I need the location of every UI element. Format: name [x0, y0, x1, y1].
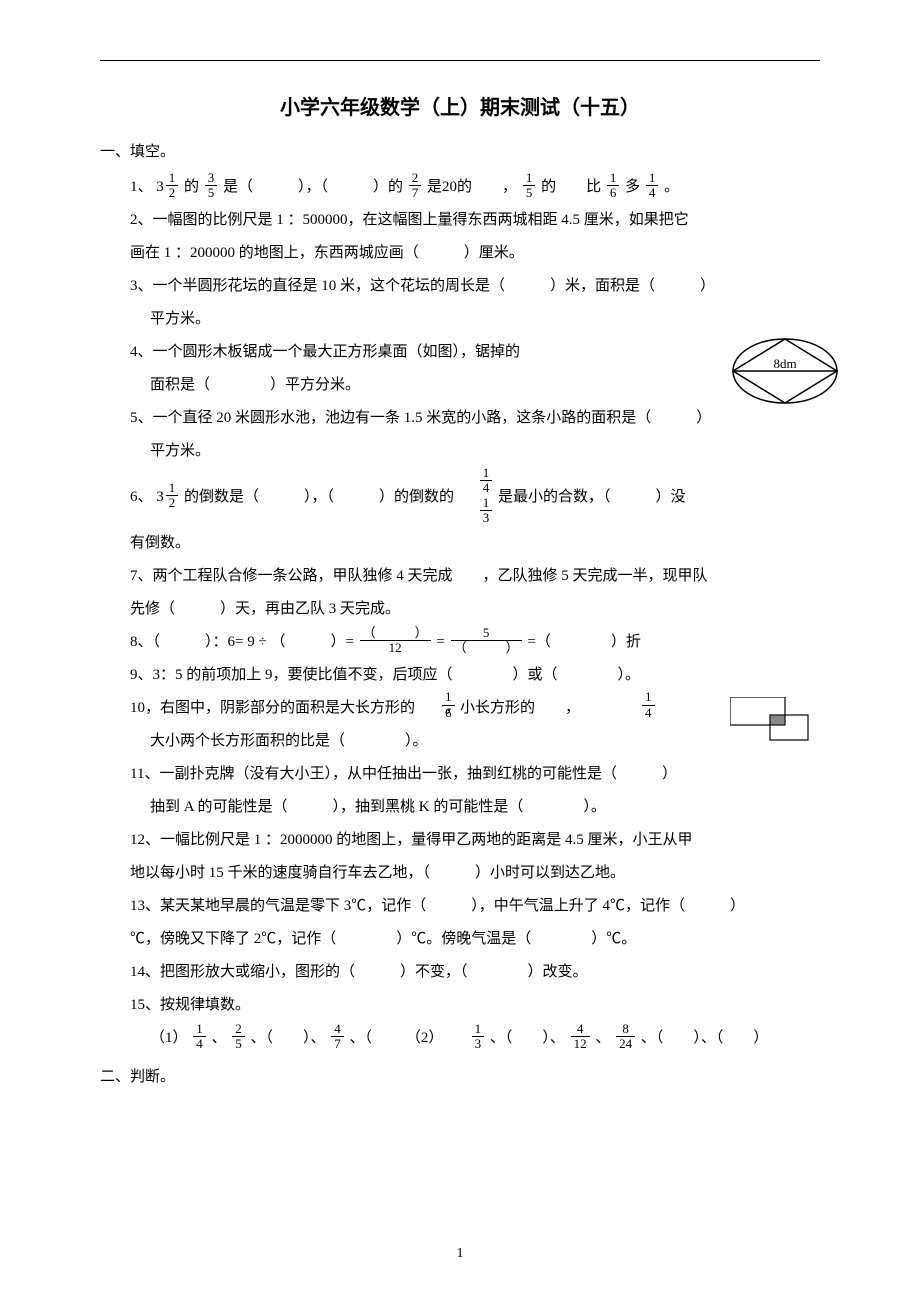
question-5-line2: 平方米。 — [150, 435, 820, 468]
question-3-line1: 3、一个半圆形花坛的直径是 10 米，这个花坛的周长是（ ）米，面积是（ ） — [130, 270, 820, 303]
q15-mid3: 、 — [595, 1030, 610, 1046]
frac-1-2: 12 — [166, 171, 179, 201]
question-12-line2: 地以每小时 15 千米的速度骑自行车去乙地，（ ）小时可以到达乙地。 — [130, 857, 820, 890]
q8-mid: = — [436, 634, 444, 650]
frac-1-2b: 12 — [166, 481, 179, 511]
q15-mid1a: 、 — [212, 1030, 227, 1046]
q1-p6: 。 — [664, 179, 679, 195]
frac-1-4c: 14 — [642, 690, 655, 720]
frac-8-24: 824 — [616, 1022, 635, 1052]
frac-2-5: 25 — [232, 1022, 245, 1052]
frac-1-6: 16 — [607, 171, 620, 201]
question-15-sub: （1） 14 、 25 、（ ）、 47 、（ （2） 13 、（ ）、 412… — [150, 1022, 820, 1055]
q1-mixed-3: 3 — [156, 171, 164, 204]
q15-blank1: 、（ ）、 — [251, 1030, 326, 1046]
q6-p2: 是最小的合数，（ ）没 — [498, 489, 686, 505]
page-title: 小学六年级数学（上）期末测试（十五） — [100, 91, 820, 120]
frac-3-5: 35 — [205, 171, 218, 201]
q1-p2: 是（ ），（ ）的 — [223, 179, 403, 195]
question-2-line1: 2、一幅图的比例尺是 1 ：500000，在这幅图上量得东西两城相距 4.5 厘… — [130, 204, 820, 237]
q8-tail: =（ ）折 — [527, 634, 640, 650]
q1-lead: 1、 — [130, 179, 153, 195]
q6-mixed-3: 3 — [156, 481, 164, 514]
question-9: 9、3：5 的前项加上 9，要使比值不变，后项应（ ）或（ ）。 — [130, 659, 820, 692]
question-11-line1: 11、一副扑克牌（没有大小王），从中任抽出一张，抽到红桃的可能性是（ ） — [130, 758, 820, 791]
question-13-line1: 13、某天某地早晨的气温是零下 3℃，记作（ ），中午气温上升了 4℃，记作（ … — [130, 890, 820, 923]
stacked-1-4-1-3: 14 13 — [478, 468, 495, 527]
frac-1-3b: 13 — [472, 1022, 485, 1052]
question-7-line2: 先修（ ）天，再由乙队 3 天完成。 — [130, 593, 820, 626]
question-5-line1: 5、一个直径 20 米圆形水池，池边有一条 1.5 米宽的小路，这条小路的面积是… — [130, 402, 820, 435]
q10-text1: 10，右图中，阴影部分的面积是大长方形的 ，小长方形的 ， — [130, 700, 580, 716]
q1-p3: 是20的 ， — [427, 179, 517, 195]
question-10-line1: 10，右图中，阴影部分的面积是大长方形的 ，小长方形的 ， 16 14 — [130, 692, 820, 725]
frac-blank-12: （ ）12 — [360, 626, 431, 656]
frac-1-4d: 14 — [193, 1022, 206, 1052]
q6-lead: 6、 — [130, 489, 153, 505]
question-10-line2: 大小两个长方形面积的比是（ ）。 — [150, 725, 820, 758]
q8-text: 8、（ ）：6= 9 ÷ （ ）= — [130, 634, 354, 650]
question-11-line2: 抽到 A 的可能性是（ ），抽到黑桃 K 的可能性是（ ）。 — [150, 791, 820, 824]
q15-tail2: 、（ ）、（ ） — [641, 1030, 769, 1046]
top-divider — [100, 60, 820, 61]
q15-tail1: 、（ — [350, 1030, 403, 1046]
page-number: 1 — [457, 1246, 464, 1262]
q1-p4: 的 比 — [541, 179, 601, 195]
section-2-head: 二、判断。 — [100, 1065, 820, 1086]
question-3-line2: 平方米。 — [150, 303, 820, 336]
question-7-line1: 7、两个工程队合修一条公路，甲队独修 4 天完成 ，乙队独修 5 天完成一半，现… — [130, 560, 820, 593]
q15-sub2: （2） — [406, 1030, 466, 1046]
frac-4-7: 47 — [331, 1022, 344, 1052]
frac-2-7: 27 — [409, 171, 422, 201]
q15-sub1: （1） — [150, 1030, 188, 1046]
question-15-head: 15、按规律填数。 — [130, 989, 820, 1022]
question-2-line2: 画在 1 ：200000 的地图上，东西两城应画（ ）厘米。 — [130, 237, 820, 270]
section-1-head: 一、填空。 — [100, 140, 820, 161]
question-6: 6、 312 的倒数是（ ），（ ）的倒数的 14 13 是最小的合数，（ ）没 — [130, 468, 820, 527]
question-4-line2: 面积是（ ）平方分米。 — [150, 369, 820, 402]
q1-p5: 多 — [625, 179, 640, 195]
question-4-line1: 4、一个圆形木板锯成一个最大正方形桌面（如图），锯掉的 8dm — [130, 336, 820, 369]
q4-text1: 4、一个圆形木板锯成一个最大正方形桌面（如图），锯掉的 — [130, 344, 520, 360]
q15-mid2: 、（ ）、 — [490, 1030, 565, 1046]
frac-1-4: 14 — [646, 171, 659, 201]
q1-p1: 的 — [184, 179, 199, 195]
frac-5-blank: 5（ ） — [451, 626, 522, 656]
question-1: 1、 312 的 35 是（ ），（ ）的 27 是20的 ， 15 的 比 1… — [130, 171, 820, 204]
question-6-line2: 有倒数。 — [130, 527, 820, 560]
frac-1-6b: 16 — [442, 690, 455, 720]
question-12-line1: 12、一幅比例尺是 1 ：2000000 的地图上，量得甲乙两地的距离是 4.5… — [130, 824, 820, 857]
question-8: 8、（ ）：6= 9 ÷ （ ）= （ ）12 = 5（ ） =（ ）折 — [130, 626, 820, 659]
frac-4-12: 412 — [571, 1022, 590, 1052]
question-14: 14、把图形放大或缩小，图形的（ ）不变，（ ）改变。 — [130, 956, 820, 989]
q6-p1: 的倒数是（ ），（ ）的倒数的 — [184, 489, 454, 505]
frac-1-5: 15 — [523, 171, 536, 201]
question-13-line2: ℃，傍晚又下降了 2℃，记作（ ）℃。傍晚气温是（ ）℃。 — [130, 923, 820, 956]
